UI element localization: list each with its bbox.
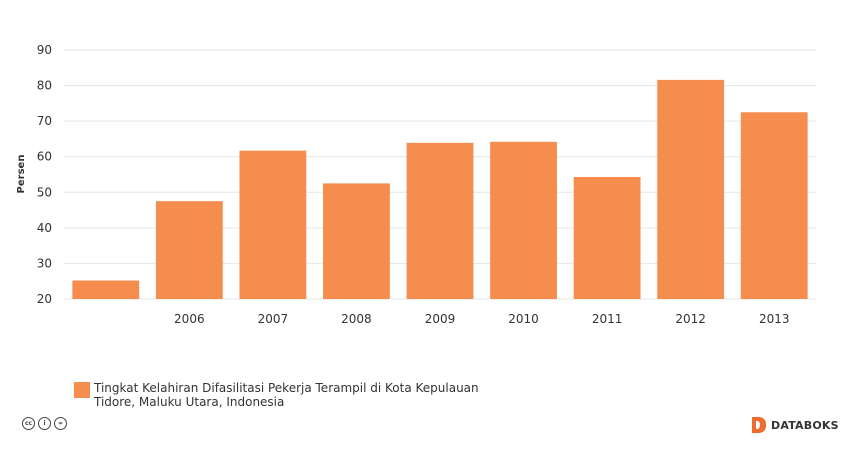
x-tick-label: 2013 [759,312,790,326]
bar[interactable] [740,112,808,299]
legend[interactable]: Tingkat Kelahiran Difasilitasi Pekerja T… [74,381,494,409]
bars [72,79,808,299]
x-tick-label: 2008 [341,312,372,326]
bar[interactable] [239,150,307,299]
bar[interactable] [490,141,557,299]
license-icons[interactable]: cc i = [22,417,67,430]
bar-chart: 20 30 40 50 60 70 80 90 2006 2007 2008 2009 2010 201… [16,43,816,326]
y-tick-label: 20 [37,292,52,306]
y-tick-label: 80 [37,79,52,93]
y-tick-label: 50 [37,185,52,199]
x-tick-label: 2010 [508,312,539,326]
brand-logo[interactable]: DATABOKS [752,417,839,433]
y-axis-title: Persen [16,155,27,194]
bar[interactable] [72,280,140,299]
bar[interactable] [155,201,223,299]
attribution-icon[interactable]: i [38,417,51,430]
bar[interactable] [406,142,474,299]
y-tick-label: 70 [37,114,52,128]
x-axis-ticks: 2006 2007 2008 2009 2010 2011 2012 2013 [174,312,789,326]
legend-swatch [74,382,90,398]
x-tick-label: 2009 [425,312,456,326]
cc-icon[interactable]: cc [22,417,35,430]
y-tick-label: 60 [37,150,52,164]
noderivs-icon[interactable]: = [54,417,67,430]
x-tick-label: 2012 [675,312,706,326]
databoks-logo-icon [752,417,766,433]
y-tick-label: 90 [37,43,52,57]
bar[interactable] [657,79,725,299]
y-tick-label: 40 [37,221,52,235]
brand-name: DATABOKS [771,418,839,432]
y-tick-label: 30 [37,256,52,270]
legend-label: Tingkat Kelahiran Difasilitasi Pekerja T… [94,381,479,409]
bar[interactable] [323,183,390,299]
bar[interactable] [573,176,641,299]
x-tick-label: 2011 [592,312,623,326]
x-tick-label: 2006 [174,312,205,326]
y-axis-ticks: 20 30 40 50 60 70 80 90 [37,43,52,306]
x-tick-label: 2007 [258,312,289,326]
